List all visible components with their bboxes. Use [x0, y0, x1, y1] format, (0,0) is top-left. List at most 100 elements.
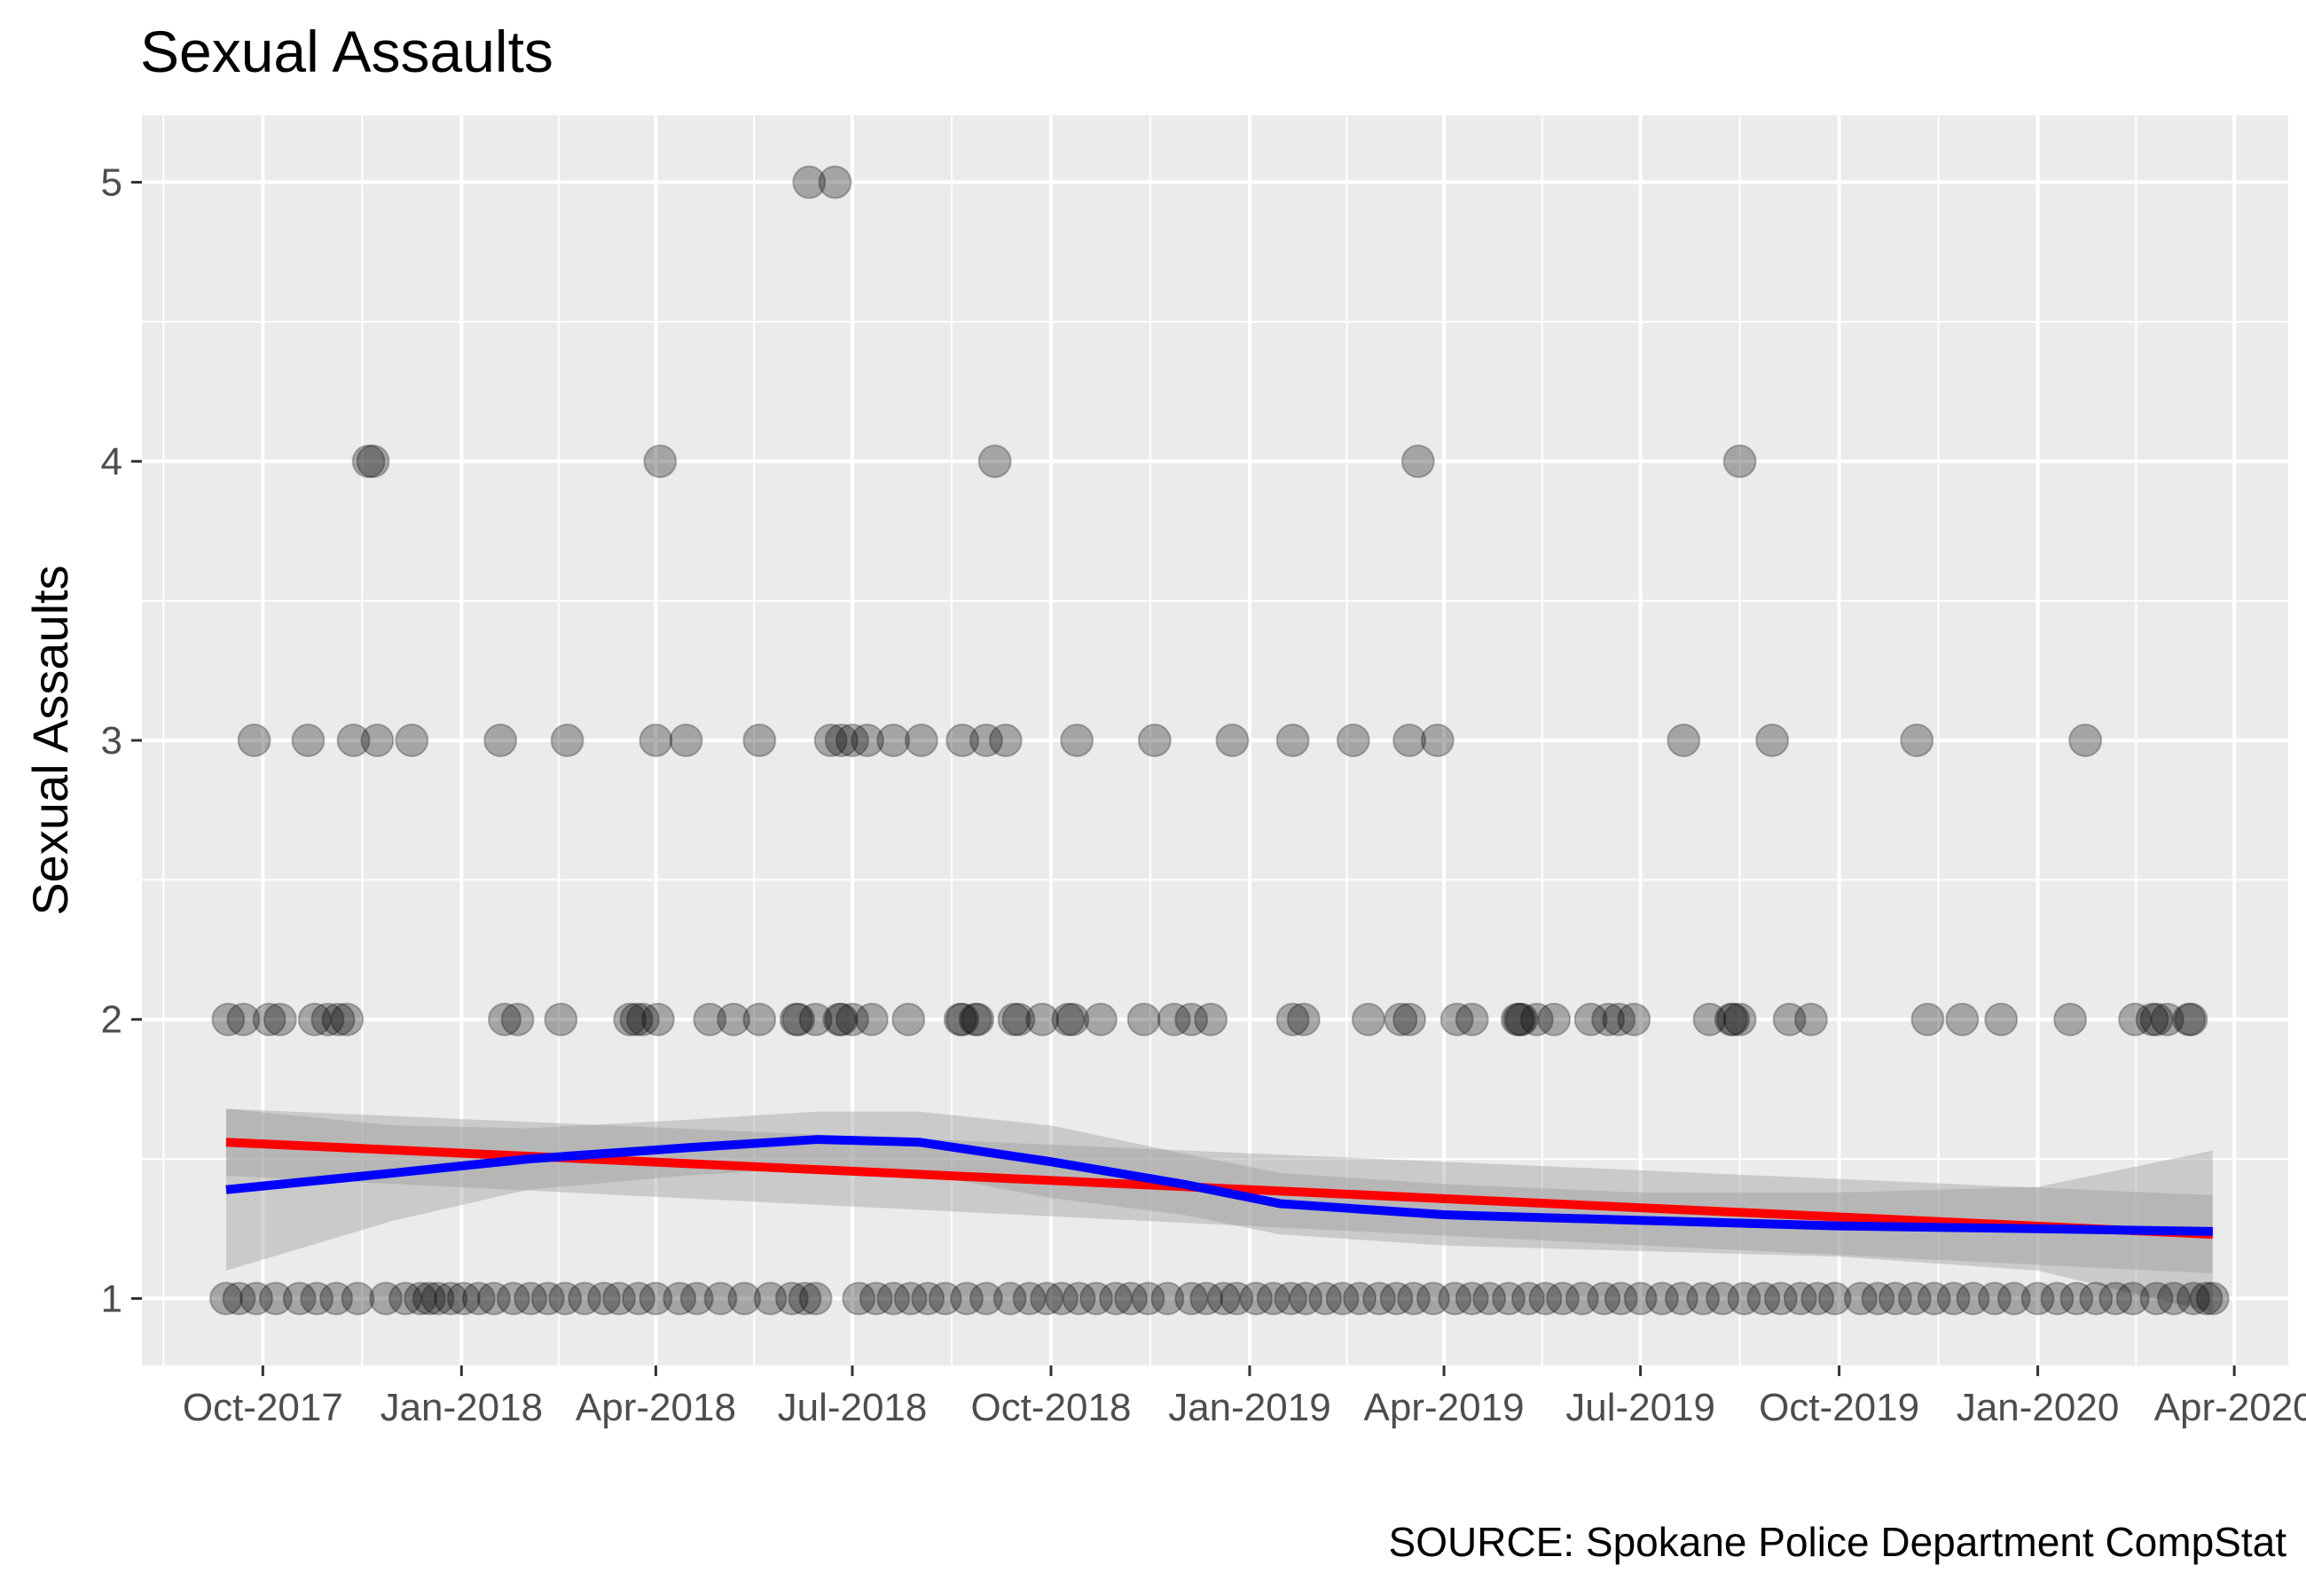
- data-points: [208, 165, 2230, 1316]
- data-point: [824, 724, 859, 757]
- data-point: [356, 444, 390, 479]
- data-point: [252, 1002, 286, 1037]
- chart-title: Sexual Assaults: [140, 19, 553, 84]
- data-point: [639, 724, 673, 757]
- data-point: [854, 1002, 889, 1037]
- data-point: [1617, 1002, 1651, 1037]
- data-point: [1644, 1281, 1679, 1316]
- data-point: [876, 1281, 911, 1316]
- data-point: [798, 1281, 833, 1316]
- data-point: [1755, 724, 1790, 757]
- data-point: [1439, 1002, 1474, 1037]
- data-point: [1131, 1281, 1165, 1316]
- data-point: [1194, 1002, 1228, 1037]
- data-point: [2135, 1002, 2169, 1037]
- data-point: [1274, 1281, 1308, 1316]
- data-point: [1861, 1281, 1895, 1316]
- data-point: [1519, 1002, 1554, 1037]
- data-point: [876, 724, 911, 757]
- data-point: [1714, 1002, 1748, 1037]
- data-point: [945, 1002, 980, 1037]
- data-point: [997, 1002, 1031, 1037]
- data-point: [310, 1002, 345, 1037]
- data-point: [1545, 1281, 1580, 1316]
- x-tick-label: Oct-2018: [970, 1386, 1131, 1429]
- data-point: [1800, 1281, 1835, 1316]
- x-tick-label: Apr-2020: [2154, 1386, 2306, 1429]
- data-point: [1727, 1281, 1761, 1316]
- data-point: [2059, 1281, 2094, 1316]
- data-point: [1817, 1281, 1852, 1316]
- y-tick-label: 4: [101, 440, 122, 483]
- data-point: [1416, 1281, 1450, 1316]
- data-point: [992, 1281, 1027, 1316]
- data-point: [258, 1281, 293, 1316]
- data-point: [643, 444, 678, 479]
- data-point: [1438, 1281, 1472, 1316]
- data-point: [1174, 1281, 1209, 1316]
- data-point: [208, 1281, 243, 1316]
- confidence-band: [225, 1108, 2213, 1313]
- data-point: [1325, 1281, 1360, 1316]
- data-point: [395, 724, 429, 757]
- data-point: [2172, 1002, 2207, 1037]
- data-point: [500, 1002, 535, 1037]
- data-point: [1379, 1281, 1414, 1316]
- data-point: [928, 1281, 962, 1316]
- data-point: [1239, 1281, 1274, 1316]
- data-point: [2040, 1281, 2075, 1316]
- data-point: [779, 1002, 813, 1037]
- data-point: [1275, 724, 1310, 757]
- data-point: [1126, 1002, 1161, 1037]
- data-point: [2098, 1281, 2133, 1316]
- data-point: [788, 1281, 822, 1316]
- data-point: [1502, 1002, 1537, 1037]
- data-point: [2118, 1002, 2153, 1037]
- x-tick-label: Apr-2019: [1364, 1386, 1525, 1429]
- data-point: [1001, 1002, 1036, 1037]
- data-point: [1215, 724, 1250, 757]
- data-point: [434, 1281, 468, 1316]
- data-point: [792, 165, 827, 200]
- data-point: [1878, 1281, 1912, 1316]
- data-point: [969, 724, 1003, 757]
- data-point: [2068, 724, 2103, 757]
- data-point: [1384, 1002, 1418, 1037]
- trend-lines: [225, 1135, 2214, 1240]
- x-tick-label: Jan-2018: [380, 1386, 543, 1429]
- data-point: [1746, 1281, 1781, 1316]
- data-point: [1351, 1002, 1385, 1037]
- data-point: [2156, 1281, 2191, 1316]
- data-point: [640, 1002, 675, 1037]
- data-point: [891, 1002, 926, 1037]
- data-point: [613, 1002, 647, 1037]
- data-point: [1420, 724, 1455, 757]
- trend-line: [225, 1135, 2213, 1236]
- data-point: [742, 724, 777, 757]
- data-point: [587, 1281, 622, 1316]
- data-point: [351, 444, 386, 479]
- data-point: [2020, 1281, 2055, 1316]
- data-point: [1137, 724, 1172, 757]
- data-point: [1030, 1281, 1064, 1316]
- data-point: [222, 1281, 256, 1316]
- data-point: [1763, 1281, 1798, 1316]
- data-point: [859, 1281, 893, 1316]
- data-point: [360, 724, 395, 757]
- data-point: [1220, 1281, 1254, 1316]
- data-point: [369, 1281, 404, 1316]
- data-point: [945, 724, 980, 757]
- data-point: [1977, 1281, 2012, 1316]
- data-point: [2195, 1281, 2230, 1316]
- data-point: [1114, 1281, 1149, 1316]
- data-point: [842, 1281, 876, 1316]
- data-point: [742, 1002, 777, 1037]
- data-point: [1362, 1281, 1397, 1316]
- x-tick-label: Oct-2017: [183, 1386, 343, 1429]
- data-point: [550, 724, 584, 757]
- data-point: [1455, 1281, 1489, 1316]
- data-point: [1945, 1002, 1980, 1037]
- data-point: [1602, 1002, 1636, 1037]
- data-point: [943, 1002, 977, 1037]
- y-tick-label: 2: [101, 998, 122, 1042]
